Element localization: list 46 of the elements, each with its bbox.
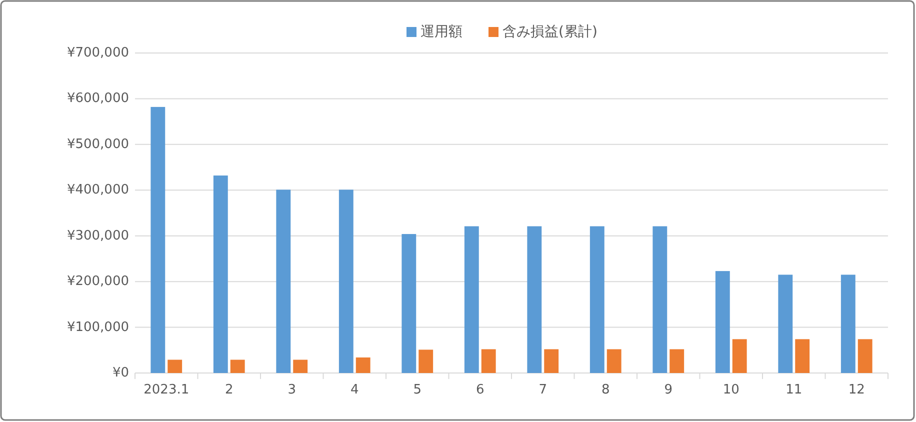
bar — [168, 360, 182, 373]
y-tick-label: ¥0 — [112, 366, 129, 380]
legend-label: 運用額 — [420, 24, 462, 40]
x-tick-label: 10 — [722, 382, 740, 398]
x-tick-label: 5 — [413, 382, 422, 398]
bar — [418, 350, 434, 373]
y-tick-label: ¥300,000 — [66, 228, 129, 244]
x-tick-label: 8 — [601, 382, 610, 398]
bar — [464, 226, 479, 373]
bar — [732, 339, 747, 373]
x-tick-label: 3 — [288, 382, 296, 398]
bar — [590, 226, 604, 373]
bar — [715, 271, 730, 373]
bar — [230, 360, 245, 373]
y-tick-label: ¥500,000 — [66, 136, 129, 152]
bar — [670, 349, 684, 373]
bar — [402, 234, 416, 373]
bar — [276, 190, 291, 373]
bar — [858, 339, 872, 373]
y-tick-label: ¥400,000 — [66, 182, 129, 198]
x-tick-label: 11 — [786, 382, 802, 398]
bar — [795, 339, 810, 373]
y-tick-label: ¥200,000 — [66, 274, 129, 290]
bar — [606, 349, 622, 373]
bar — [338, 190, 354, 373]
bar — [356, 357, 370, 373]
legend-label: 含み損益(累計) — [502, 24, 598, 40]
y-tick-label: ¥600,000 — [66, 91, 129, 106]
x-tick-label: 9 — [664, 382, 673, 398]
bar — [481, 349, 496, 373]
bar — [652, 226, 668, 373]
x-tick-label: 2023.1 — [144, 382, 190, 398]
x-tick-label: 12 — [848, 382, 865, 398]
x-tick-label: 4 — [350, 382, 359, 398]
bar — [213, 176, 228, 373]
y-tick-label: ¥700,000 — [66, 46, 129, 60]
y-tick-label: ¥100,000 — [66, 320, 129, 335]
x-tick-label: 7 — [538, 382, 548, 398]
bar — [778, 274, 793, 373]
bar — [544, 349, 559, 373]
bar — [527, 226, 542, 373]
bar — [840, 274, 856, 373]
bar — [150, 106, 166, 373]
x-tick-label: 2 — [224, 382, 234, 398]
x-tick-label: 6 — [476, 382, 484, 398]
bar — [293, 360, 308, 373]
